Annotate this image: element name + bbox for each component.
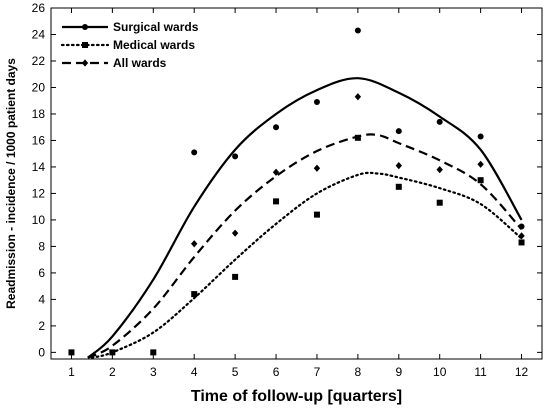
y-tick-label: 16 — [32, 133, 46, 147]
legend-label: Surgical wards — [113, 20, 199, 34]
data-point-square — [477, 177, 484, 184]
y-tick-label: 22 — [32, 54, 46, 68]
y-tick-label: 6 — [38, 266, 45, 280]
x-tick-label: 3 — [150, 365, 157, 379]
x-tick-label: 10 — [433, 365, 447, 379]
data-point-square — [191, 291, 198, 298]
y-tick-label: 4 — [38, 292, 45, 306]
data-point-diamond — [231, 229, 239, 237]
y-tick-label: 0 — [38, 345, 45, 359]
x-tick-label: 12 — [515, 365, 529, 379]
x-tick-label: 11 — [474, 365, 487, 379]
data-point-square — [109, 349, 116, 356]
data-point-square — [150, 349, 157, 356]
legend: Surgical wards Medical wards All wards — [60, 20, 199, 70]
x-tick-label: 9 — [395, 365, 402, 379]
x-axis: 1 2 3 4 5 6 7 8 9 10 11 12 — [68, 8, 529, 379]
data-point-circle — [354, 27, 361, 34]
plot-frame — [50, 7, 543, 360]
data-points — [68, 27, 525, 356]
data-point-square — [68, 349, 75, 356]
x-axis-title: Time of follow-up [quarters] — [191, 388, 402, 405]
y-tick-label: 18 — [32, 107, 46, 121]
data-point-circle — [313, 99, 320, 106]
y-tick-label: 24 — [32, 27, 46, 41]
legend-label: Medical wards — [113, 38, 195, 52]
data-point-circle — [232, 153, 239, 160]
data-point-diamond — [272, 168, 280, 176]
fit-curve-circle — [87, 77, 523, 359]
data-point-circle — [191, 149, 198, 156]
y-axis-title: Readmission - incidence / 1000 patient d… — [4, 58, 18, 309]
legend-label: All wards — [113, 56, 167, 70]
data-point-diamond — [191, 240, 198, 248]
x-tick-label: 5 — [232, 365, 239, 379]
y-tick-label: 10 — [32, 213, 46, 227]
data-point-square — [395, 183, 402, 190]
data-point-diamond — [518, 232, 525, 240]
x-tick-label: 6 — [273, 365, 280, 379]
x-tick-label: 8 — [355, 365, 362, 379]
fit-curve-square — [90, 171, 523, 359]
data-point-square — [436, 199, 443, 206]
legend-marker-circle — [82, 24, 88, 30]
data-point-diamond — [436, 165, 443, 174]
data-point-square — [273, 198, 280, 205]
data-point-circle — [436, 118, 443, 125]
legend-marker-diamond — [81, 59, 89, 67]
fit-curve-diamond — [87, 133, 523, 359]
x-tick-label: 7 — [314, 365, 321, 379]
y-tick-label: 20 — [32, 80, 46, 94]
data-point-diamond — [395, 162, 402, 170]
fit-curves — [87, 77, 523, 359]
data-point-circle — [273, 124, 280, 131]
y-tick-label: 12 — [32, 186, 46, 200]
data-point-square — [518, 239, 525, 246]
data-point-square — [313, 211, 320, 218]
data-point-circle — [395, 128, 402, 135]
data-point-diamond — [354, 93, 362, 101]
data-point-diamond — [313, 164, 321, 172]
x-tick-label: 2 — [109, 365, 116, 379]
data-point-circle — [518, 223, 525, 230]
x-tick-label: 1 — [68, 365, 75, 379]
y-tick-label: 14 — [32, 160, 46, 174]
data-point-diamond — [477, 160, 484, 168]
y-tick-label: 8 — [38, 239, 45, 253]
y-tick-label: 26 — [32, 1, 46, 15]
data-point-square — [354, 134, 361, 141]
data-point-circle — [477, 133, 484, 140]
y-tick-label: 2 — [38, 319, 45, 333]
data-point-square — [232, 273, 239, 280]
x-tick-label: 4 — [191, 365, 198, 379]
legend-marker-square — [82, 42, 88, 48]
